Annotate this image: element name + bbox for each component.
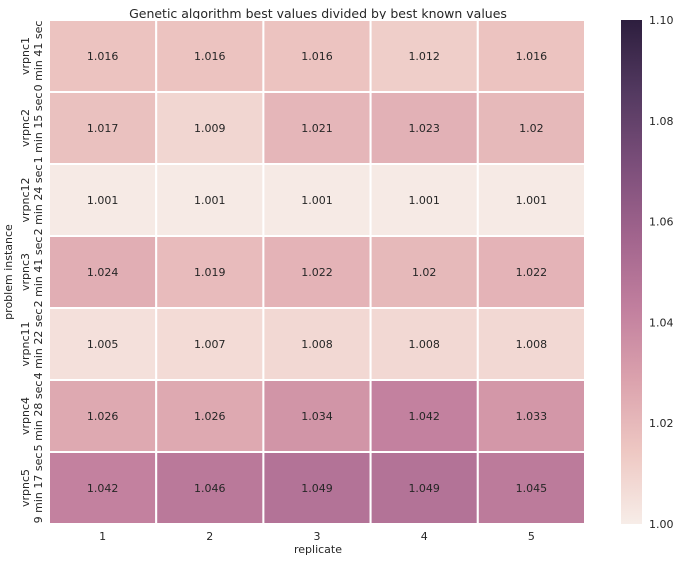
cell-value-label: 1.049 bbox=[408, 482, 440, 495]
heatmap-cell bbox=[155, 163, 265, 237]
heatmap-cell bbox=[155, 307, 265, 381]
cell-value-label: 1.019 bbox=[194, 266, 226, 279]
cell-value-label: 1.007 bbox=[194, 338, 226, 351]
colorbar-tick-label: 1.02 bbox=[649, 417, 674, 430]
cell-value-label: 1.045 bbox=[516, 482, 548, 495]
cell-value-label: 1.042 bbox=[408, 410, 440, 423]
colorbar-tick-label: 1.06 bbox=[649, 216, 674, 229]
heatmap-cell bbox=[48, 235, 158, 309]
chart-title: Genetic algorithm best values divided by… bbox=[129, 6, 507, 21]
heatmap-cell bbox=[48, 307, 158, 381]
colorbar-tick-label: 1.08 bbox=[649, 115, 674, 128]
cell-value-label: 1.001 bbox=[516, 194, 548, 207]
cell-value-label: 1.012 bbox=[408, 50, 440, 63]
y-tick-label: 2 min 24 sec bbox=[32, 165, 45, 236]
x-tick-label: 5 bbox=[528, 530, 535, 543]
heatmap-cell bbox=[262, 379, 372, 453]
y-tick-label: vrpnc3 bbox=[19, 253, 32, 291]
cell-value-label: 1.008 bbox=[408, 338, 440, 351]
y-tick-label: 5 min 28 sec bbox=[32, 381, 45, 452]
cell-value-label: 1.001 bbox=[194, 194, 226, 207]
cell-value-label: 1.026 bbox=[87, 410, 119, 423]
x-tick-label: 1 bbox=[99, 530, 106, 543]
colorbar-tick-label: 1.04 bbox=[649, 316, 674, 329]
heatmap-cell bbox=[155, 235, 265, 309]
cell-value-label: 1.024 bbox=[87, 266, 119, 279]
heatmap-cell bbox=[476, 91, 586, 165]
y-tick-label: 1 min 15 sec bbox=[32, 93, 45, 164]
x-tick-label: 3 bbox=[314, 530, 321, 543]
heatmap-cell bbox=[369, 451, 479, 525]
cell-value-label: 1.026 bbox=[194, 410, 226, 423]
y-axis-label: problem instance bbox=[2, 224, 15, 320]
x-axis-label: replicate bbox=[294, 543, 342, 556]
cell-value-label: 1.022 bbox=[516, 266, 548, 279]
y-tick-label: 9 min 17 sec bbox=[32, 453, 45, 524]
cell-value-label: 1.049 bbox=[301, 482, 333, 495]
heatmap-cell bbox=[369, 379, 479, 453]
cell-value-label: 1.034 bbox=[301, 410, 333, 423]
x-tick-labels: 1 2 3 4 5 bbox=[99, 530, 535, 543]
heatmap-cell bbox=[48, 91, 158, 165]
y-tick-label: vrpnc4 bbox=[19, 397, 32, 435]
heatmap-cell bbox=[369, 235, 479, 309]
y-tick-label: 2 min 41 sec bbox=[32, 237, 45, 308]
cell-value-label: 1.009 bbox=[194, 122, 226, 135]
y-tick-label: vrpnc11 bbox=[19, 321, 32, 366]
colorbar bbox=[621, 20, 642, 524]
heatmap-cell bbox=[262, 307, 372, 381]
y-tick-label: vrpnc5 bbox=[19, 469, 32, 507]
heatmap-cell bbox=[369, 163, 479, 237]
y-tick-label: vrpnc2 bbox=[19, 109, 32, 147]
cell-value-label: 1.016 bbox=[87, 50, 119, 63]
x-tick-label: 4 bbox=[421, 530, 428, 543]
x-tick-label: 2 bbox=[206, 530, 213, 543]
heatmap-cell bbox=[155, 19, 265, 93]
colorbar-tick-label: 1.10 bbox=[649, 14, 674, 27]
heatmap-cell bbox=[155, 379, 265, 453]
heatmap-cell bbox=[262, 235, 372, 309]
cell-value-label: 1.02 bbox=[519, 122, 544, 135]
cell-value-label: 1.022 bbox=[301, 266, 333, 279]
cell-value-label: 1.008 bbox=[301, 338, 333, 351]
cell-value-label: 1.008 bbox=[516, 338, 548, 351]
cell-value-label: 1.016 bbox=[301, 50, 333, 63]
heatmap-cell bbox=[476, 235, 586, 309]
cell-value-label: 1.016 bbox=[194, 50, 226, 63]
cell-value-label: 1.005 bbox=[87, 338, 119, 351]
heatmap-cell bbox=[48, 19, 158, 93]
y-tick-label: 0 min 41 sec bbox=[32, 21, 45, 92]
y-tick-label: 4 min 22 sec bbox=[32, 309, 45, 380]
heatmap-cell bbox=[476, 379, 586, 453]
y-tick-label: vrpnc12 bbox=[19, 177, 32, 222]
cell-value-label: 1.02 bbox=[412, 266, 437, 279]
cell-value-label: 1.046 bbox=[194, 482, 226, 495]
cell-value-label: 1.033 bbox=[516, 410, 548, 423]
cell-value-label: 1.016 bbox=[516, 50, 548, 63]
heatmap-cell bbox=[476, 451, 586, 525]
cell-value-label: 1.021 bbox=[301, 122, 333, 135]
cell-value-label: 1.042 bbox=[87, 482, 119, 495]
cell-value-label: 1.023 bbox=[408, 122, 440, 135]
heatmap-cell bbox=[262, 91, 372, 165]
colorbar-tick-label: 1.00 bbox=[649, 518, 674, 531]
y-tick-label: vrpnc1 bbox=[19, 37, 32, 75]
cell-value-label: 1.001 bbox=[301, 194, 333, 207]
cell-value-label: 1.001 bbox=[87, 194, 119, 207]
cell-value-label: 1.017 bbox=[87, 122, 119, 135]
heatmap-cell bbox=[48, 451, 158, 525]
cell-value-label: 1.001 bbox=[408, 194, 440, 207]
colorbar-ticks: 1.00 1.02 1.04 1.06 1.08 1.10 bbox=[649, 14, 674, 531]
